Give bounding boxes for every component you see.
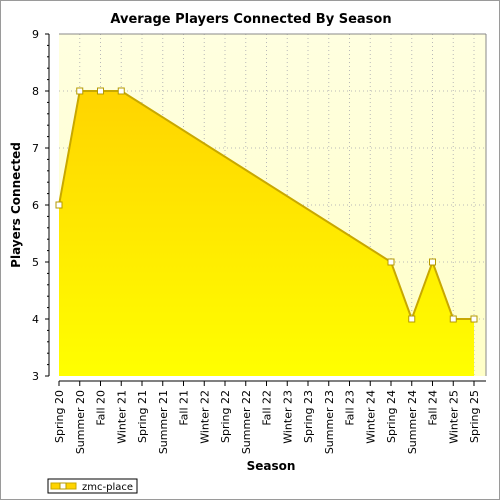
x-tick-label: Spring 20 (53, 390, 66, 443)
x-tick-label: Fall 21 (178, 390, 191, 426)
x-tick-label: Winter 25 (447, 390, 460, 444)
x-tick-label: Winter 24 (364, 390, 377, 444)
legend: zmc-place (47, 478, 138, 494)
data-point (117, 87, 125, 95)
area-fill (59, 91, 474, 376)
y-tick-label: 9 (32, 28, 39, 41)
x-tick-label: Winter 23 (281, 390, 294, 444)
legend-label: zmc-place (82, 482, 133, 493)
x-tick-label: Spring 21 (136, 390, 149, 443)
x-tick-label: Fall 24 (427, 390, 440, 426)
x-tick-label: Spring 22 (219, 390, 232, 443)
x-tick-label: Spring 24 (385, 390, 398, 443)
x-tick-label: Winter 22 (198, 390, 211, 444)
series-markers (55, 87, 478, 323)
y-tick-label: 6 (32, 199, 39, 212)
data-point (470, 315, 478, 323)
y-axis-title: Players Connected (9, 142, 23, 268)
y-tick-label: 4 (32, 313, 39, 326)
x-tick-label: Summer 22 (240, 390, 253, 454)
x-tick-label: Summer 20 (74, 390, 87, 454)
x-tick-label: Spring 25 (468, 390, 481, 443)
x-axis-ticks: Spring 20 Summer 20 Fall 20 Winter 21 Spring… (53, 381, 481, 454)
data-point (76, 87, 84, 95)
x-tick-label: Winter 21 (115, 390, 128, 444)
data-point (408, 315, 416, 323)
x-tick-label: Summer 21 (157, 390, 170, 454)
chart-title: Average Players Connected By Season (110, 12, 391, 27)
data-point (387, 258, 395, 266)
x-tick-label: Fall 23 (344, 390, 357, 426)
legend-marker (59, 482, 67, 490)
y-tick-label: 3 (32, 370, 39, 383)
x-axis-title: Season (247, 459, 296, 473)
y-tick-label: 7 (32, 142, 39, 155)
x-tick-label: Summer 24 (406, 390, 419, 454)
data-point (55, 201, 63, 209)
x-tick-label: Fall 20 (95, 390, 108, 426)
y-axis-ticks: 3 4 5 6 7 8 9 (32, 28, 49, 383)
x-tick-label: Spring 23 (302, 390, 315, 443)
data-point (449, 315, 457, 323)
data-point (429, 258, 436, 266)
y-tick-label: 5 (32, 256, 39, 269)
x-tick-label: Summer 23 (323, 390, 336, 454)
x-tick-label: Fall 22 (261, 390, 274, 426)
data-point (97, 87, 104, 95)
y-tick-label: 8 (32, 85, 39, 98)
